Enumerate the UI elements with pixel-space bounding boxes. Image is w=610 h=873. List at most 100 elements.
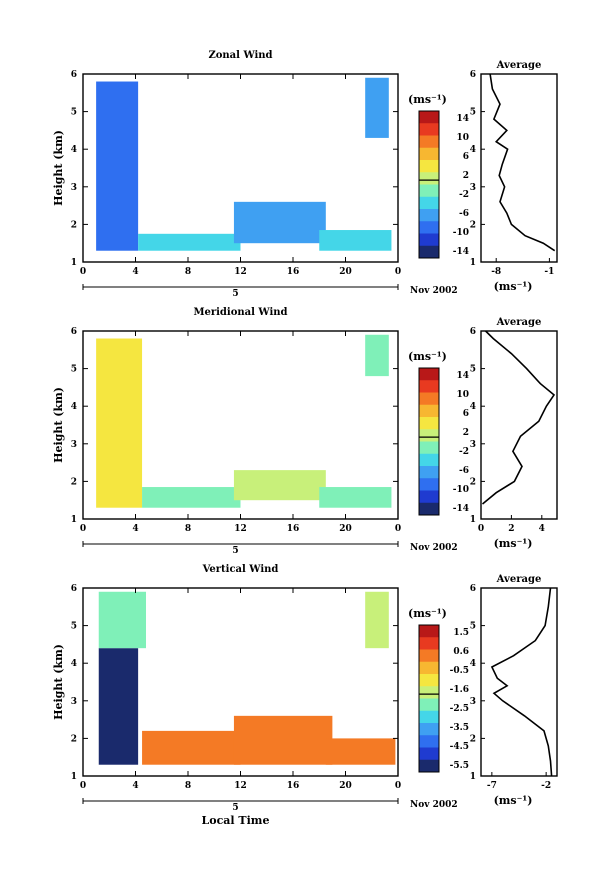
data-cell <box>233 470 326 501</box>
data-cell <box>319 230 392 251</box>
colorbar-swatch <box>419 661 439 675</box>
average-y-tick-label: 1 <box>470 258 476 268</box>
average-y-tick-label: 3 <box>470 697 476 707</box>
average-x-axis-label: (ms⁻¹) <box>494 537 533 550</box>
day-label: 5 <box>232 546 238 556</box>
y-tick-label: 5 <box>71 622 77 632</box>
colorbar-swatch <box>419 441 439 455</box>
average-x-tick-label: 2 <box>508 524 514 534</box>
colorbar-swatch <box>419 135 439 149</box>
y-tick-label: 2 <box>71 477 77 487</box>
data-cell <box>98 591 146 649</box>
colorbar-swatch <box>419 759 439 773</box>
colorbar-tick-label: 10 <box>456 390 469 400</box>
average-y-tick-label: 1 <box>470 772 476 782</box>
date-label: Nov 2002 <box>410 543 458 553</box>
colorbar-tick-label: 14 <box>456 371 469 381</box>
data-cell <box>142 730 241 765</box>
colorbar-swatch <box>419 160 439 173</box>
colorbar-tick-label: 0.6 <box>453 647 469 657</box>
y-tick-label: 4 <box>71 402 77 412</box>
colorbar-tick-label: -2 <box>459 190 469 200</box>
colorbar-swatch <box>419 502 439 516</box>
average-y-tick-label: 4 <box>470 659 476 669</box>
x-tick-label: 0 <box>395 267 401 277</box>
x-tick-label: 4 <box>132 524 138 534</box>
colorbar-tick-label: 6 <box>463 409 469 419</box>
colorbar-swatch <box>419 404 439 418</box>
colorbar-swatch <box>419 649 439 663</box>
colorbar-tick-label: -10 <box>453 228 469 238</box>
colorbar-swatch <box>419 490 439 504</box>
date-label: Nov 2002 <box>410 800 458 810</box>
data-cell <box>325 738 396 765</box>
x-tick-label: 8 <box>185 267 191 277</box>
average-profile-line <box>489 73 556 252</box>
colorbar-swatch <box>419 747 439 761</box>
colorbar-swatch <box>419 698 439 712</box>
y-tick-label: 6 <box>71 70 77 80</box>
y-axis-label: Height (km) <box>52 387 65 463</box>
x-tick-label: 16 <box>287 267 300 277</box>
x-tick-label: 20 <box>339 781 352 791</box>
colorbar-swatch <box>419 245 439 259</box>
colorbar-swatch <box>419 233 439 247</box>
average-x-tick-label: 4 <box>539 524 545 534</box>
colorbar-unit-label: (ms⁻¹) <box>408 350 447 363</box>
data-cell <box>365 591 389 649</box>
date-label: Nov 2002 <box>410 286 458 296</box>
y-tick-label: 2 <box>71 734 77 744</box>
y-tick-label: 1 <box>71 515 77 525</box>
colorbar-swatch <box>419 221 439 234</box>
colorbar-unit-label: (ms⁻¹) <box>408 93 447 106</box>
average-y-tick-label: 2 <box>470 220 476 230</box>
data-cell <box>96 81 139 251</box>
average-x-tick-label: -1 <box>544 267 554 277</box>
colorbar-swatch <box>419 478 439 491</box>
colorbar-tick-label: -0.5 <box>450 666 469 676</box>
colorbar-swatch <box>419 466 439 479</box>
average-y-tick-label: 6 <box>470 70 476 80</box>
data-cell <box>365 77 389 138</box>
colorbar-tick-label: 2 <box>463 428 469 438</box>
y-axis-label: Height (km) <box>52 644 65 720</box>
colorbar-tick-label: -14 <box>453 247 469 257</box>
x-tick-label: 12 <box>234 267 247 277</box>
average-y-tick-label: 4 <box>470 402 476 412</box>
average-y-tick-label: 4 <box>470 145 476 155</box>
colorbar-tick-label: -4.5 <box>450 742 469 752</box>
colorbar-swatch <box>419 453 439 467</box>
x-tick-label: 20 <box>339 524 352 534</box>
average-y-tick-label: 6 <box>470 327 476 337</box>
data-cell <box>96 338 143 508</box>
colorbar-swatch <box>419 196 439 210</box>
colorbar-tick-label: -14 <box>453 504 469 514</box>
colorbar-frame <box>418 110 440 259</box>
panel-title: Zonal Wind <box>208 50 272 61</box>
data-cell <box>142 487 241 508</box>
x-tick-label: 4 <box>132 781 138 791</box>
colorbar-tick-label: -3.5 <box>450 723 469 733</box>
average-x-tick-label: -8 <box>491 267 501 277</box>
average-title: Average <box>496 317 542 328</box>
colorbar-tick-label: 6 <box>463 152 469 162</box>
average-y-tick-label: 5 <box>470 622 476 632</box>
average-y-tick-label: 3 <box>470 440 476 450</box>
average-title: Average <box>496 60 542 71</box>
panel-title: Vertical Wind <box>202 564 279 575</box>
colorbar-frame <box>418 624 440 773</box>
colorbar-frame <box>418 367 440 516</box>
colorbar-swatch <box>419 172 439 185</box>
colorbar-tick-label: -10 <box>453 485 469 495</box>
average-frame <box>480 330 558 520</box>
colorbar-tick-label: -2 <box>459 447 469 457</box>
x-tick-label: 0 <box>80 524 86 534</box>
colorbar-tick-label: -1.6 <box>450 685 469 695</box>
average-y-tick-label: 2 <box>470 477 476 487</box>
x-tick-label: 0 <box>80 781 86 791</box>
x-axis-label: Local Time <box>202 814 270 827</box>
colorbar-tick-label: -2.5 <box>450 704 469 714</box>
colorbar-tick-label: -6 <box>459 466 469 476</box>
